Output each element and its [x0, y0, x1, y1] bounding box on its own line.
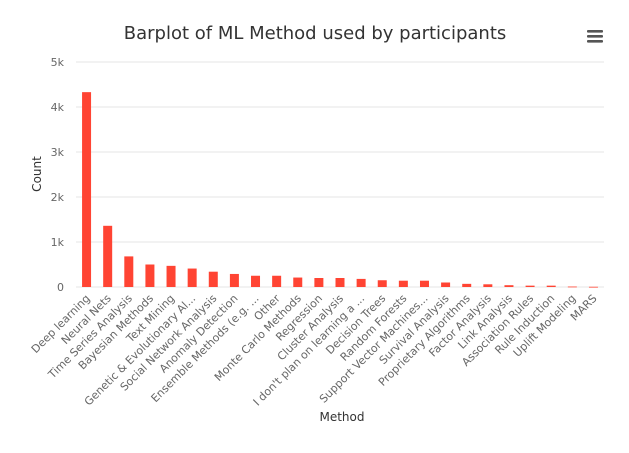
x-axis-title: Method — [319, 410, 364, 424]
bar[interactable] — [483, 284, 493, 287]
y-tick-label: 4k — [51, 101, 65, 114]
bar[interactable] — [588, 286, 598, 288]
bar[interactable] — [314, 278, 324, 287]
y-tick-label: 0 — [57, 281, 64, 294]
bar[interactable] — [229, 273, 239, 287]
bar[interactable] — [82, 92, 92, 288]
bar[interactable] — [546, 285, 556, 287]
y-axis-title: Count — [30, 156, 44, 192]
bar[interactable] — [567, 286, 577, 288]
bar[interactable] — [166, 265, 176, 287]
y-gridlines — [76, 61, 604, 288]
bar[interactable] — [187, 268, 197, 287]
y-tick-label: 1k — [51, 236, 65, 249]
bar[interactable] — [419, 280, 429, 287]
y-tick-label: 2k — [51, 191, 65, 204]
bar[interactable] — [293, 277, 303, 287]
bar[interactable] — [272, 275, 282, 287]
y-tick-label: 3k — [51, 146, 65, 159]
bar[interactable] — [504, 285, 514, 287]
bar[interactable] — [208, 271, 218, 287]
bars — [82, 92, 598, 288]
bar[interactable] — [356, 278, 366, 287]
bar[interactable] — [103, 225, 113, 287]
bar[interactable] — [525, 285, 535, 287]
hamburger-menu-icon — [587, 30, 603, 43]
bar[interactable] — [441, 282, 451, 288]
bar[interactable] — [335, 278, 345, 287]
bar[interactable] — [398, 280, 408, 287]
bar[interactable] — [251, 275, 261, 287]
chart-menu-button[interactable] — [582, 26, 608, 48]
bar[interactable] — [124, 256, 134, 287]
y-axis-ticks: 0 1k 2k 3k 4k 5k — [51, 56, 65, 294]
bar[interactable] — [145, 264, 155, 288]
bar[interactable] — [462, 283, 472, 287]
chart-title: Barplot of ML Method used by participant… — [124, 23, 507, 44]
y-tick-label: 5k — [51, 56, 65, 69]
bar[interactable] — [377, 280, 387, 287]
